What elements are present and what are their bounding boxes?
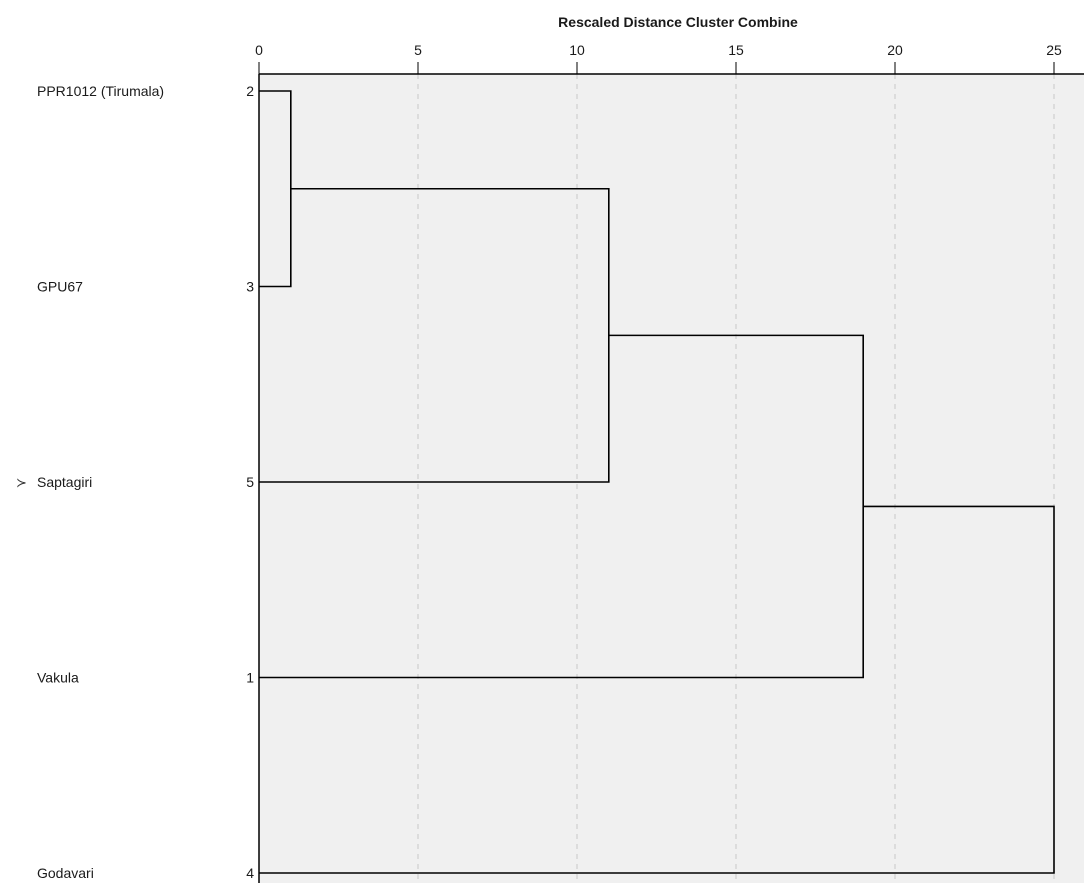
plot-area — [259, 74, 1084, 883]
x-axis: 0 5 10 15 20 25 — [255, 42, 1084, 883]
axis-title: Rescaled Distance Cluster Combine — [558, 14, 798, 30]
dendrogram-links — [259, 90, 1055, 874]
case-label: Saptagiri — [37, 474, 92, 490]
case-number: 5 — [246, 474, 254, 490]
case-label: Godavari — [37, 865, 94, 881]
grid-lines — [417, 74, 1055, 883]
case-number: 2 — [246, 83, 254, 99]
x-tick-label: 5 — [414, 42, 422, 58]
case-number: 3 — [246, 279, 254, 295]
case-label: Vakula — [37, 670, 79, 686]
x-tick-label: 0 — [255, 42, 263, 58]
x-tick-label: 25 — [1046, 42, 1062, 58]
selected-row-marker: ≻ — [16, 476, 27, 491]
dendrogram-link — [259, 505, 1055, 874]
x-tick-label: 10 — [569, 42, 585, 58]
case-label: GPU67 — [37, 279, 83, 295]
x-tick-label: 20 — [887, 42, 903, 58]
case-number: 4 — [246, 865, 254, 881]
case-number: 1 — [246, 670, 254, 686]
case-labels: PPR1012 (Tirumala) 2 GPU67 3 Saptagiri 5 Vakul… — [16, 83, 254, 881]
case-label: PPR1012 (Tirumala) — [37, 83, 164, 99]
x-tick-label: 15 — [728, 42, 744, 58]
